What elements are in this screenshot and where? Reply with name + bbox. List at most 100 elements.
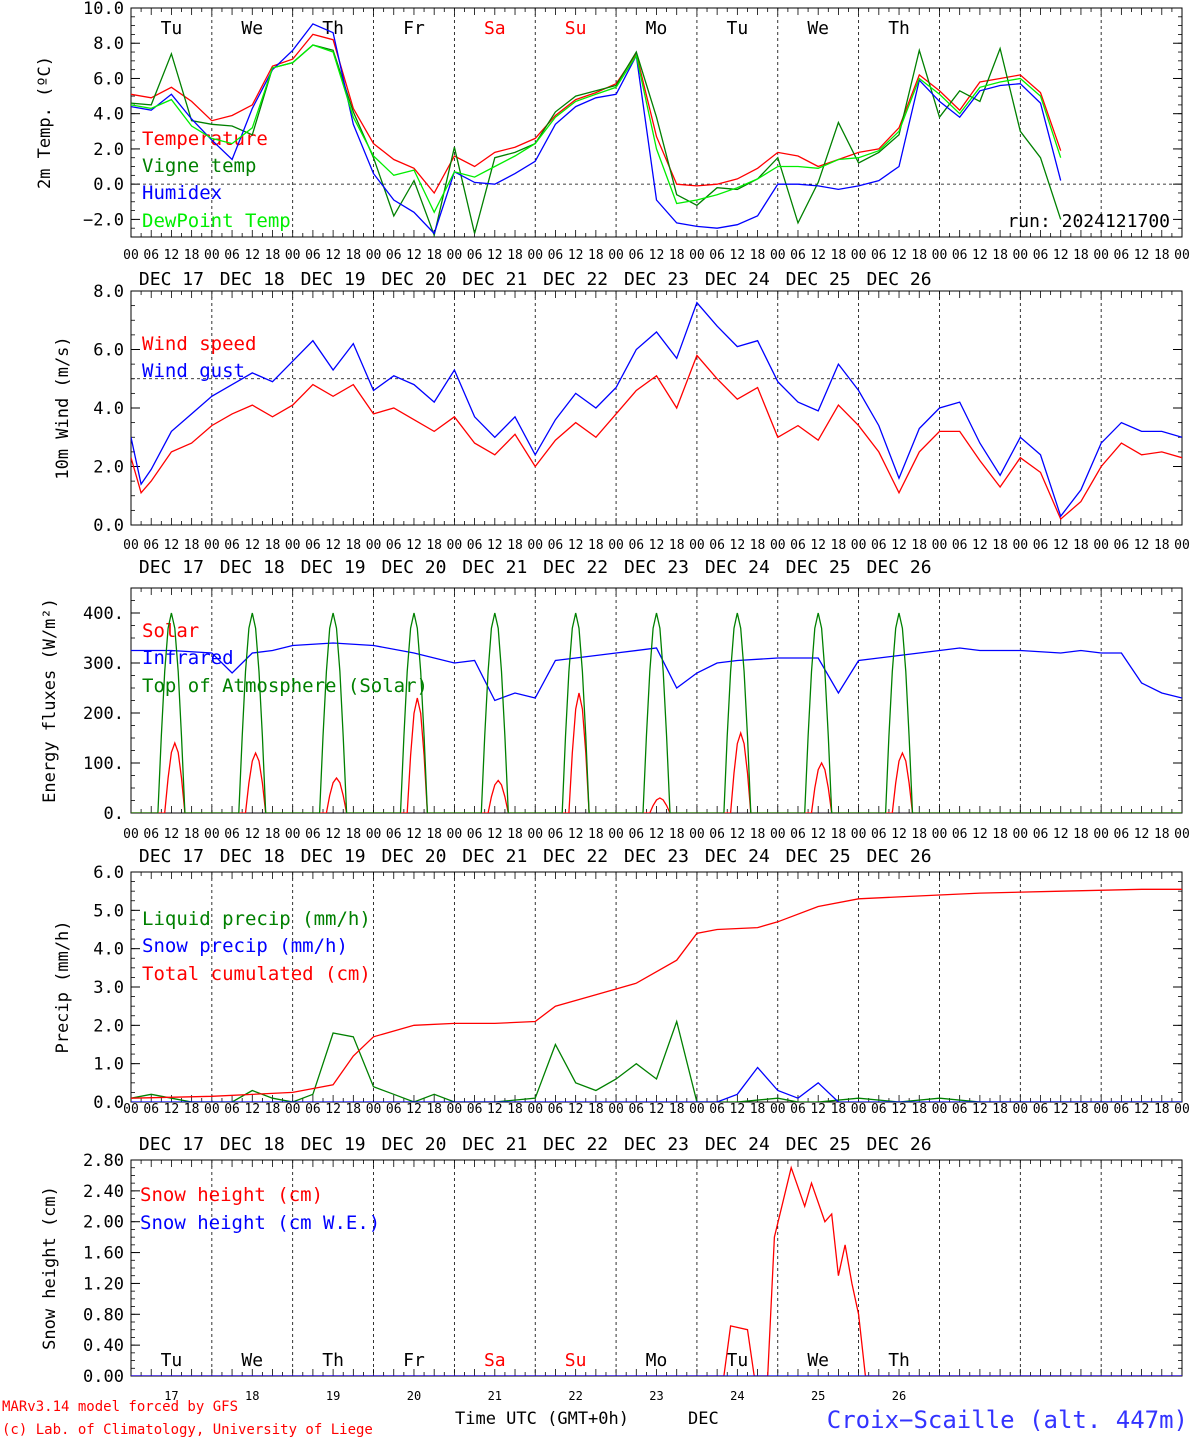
temp-day-name: Tu — [161, 18, 183, 39]
snow-day-number: 23 — [649, 1389, 663, 1403]
snow-day-number: 19 — [326, 1389, 340, 1403]
energy-x-hour-label: 00 — [1093, 827, 1109, 842]
temp-x-date-label: DEC 23 — [624, 269, 689, 290]
energy-x-date-label: DEC 17 — [139, 846, 204, 867]
wind-x-hour-label: 18 — [1073, 538, 1089, 553]
wind-x-hour-label: 00 — [285, 538, 301, 553]
energy-x-hour-label: 00 — [770, 827, 786, 842]
precip-x-hour-label: 00 — [447, 1102, 463, 1117]
temp-x-hour-label: 00 — [608, 248, 624, 263]
energy-x-hour-label: 12 — [649, 827, 665, 842]
wind-x-date-label: DEC 18 — [220, 557, 285, 578]
snow-day-name: We — [807, 1350, 829, 1371]
wind-x-hour-label: 18 — [1154, 538, 1170, 553]
precip-x-hour-label: 12 — [164, 1102, 180, 1117]
wind-legend-entry: Wind gust — [142, 360, 245, 382]
temp-x-hour-label: 12 — [487, 248, 503, 263]
precip-x-hour-label: 06 — [628, 1102, 644, 1117]
precip-x-hour-label: 00 — [1093, 1102, 1109, 1117]
precip-x-hour-label: 06 — [952, 1102, 968, 1117]
precip-x-date-label: DEC 19 — [301, 1134, 366, 1155]
precip-x-hour-label: 12 — [1053, 1102, 1069, 1117]
energy-x-hour-label: 18 — [265, 827, 281, 842]
precip-x-hour-label: 06 — [386, 1102, 402, 1117]
energy-x-hour-label: 00 — [689, 827, 705, 842]
precip-legend-entry: Liquid precip (mm/h) — [142, 908, 371, 930]
precip-x-hour-label: 18 — [184, 1102, 200, 1117]
energy-x-hour-label: 06 — [790, 827, 806, 842]
energy-legend-entry: Infrared — [142, 647, 234, 669]
temp-x-hour-label: 06 — [790, 248, 806, 263]
temp-x-date-label: DEC 21 — [462, 269, 527, 290]
wind-x-hour-label: 00 — [366, 538, 382, 553]
wind-x-hour-label: 18 — [265, 538, 281, 553]
precip-x-hour-label: 12 — [730, 1102, 746, 1117]
precip-x-hour-label: 12 — [1134, 1102, 1150, 1117]
temp-x-date-label: DEC 19 — [301, 269, 366, 290]
energy-x-hour-label: 00 — [527, 827, 543, 842]
temp-x-hour-label: 12 — [730, 248, 746, 263]
wind-x-hour-label: 00 — [932, 538, 948, 553]
wind-x-hour-label: 12 — [810, 538, 826, 553]
temp-legend-entry: Vigne temp — [142, 155, 256, 177]
energy-x-hour-label: 12 — [325, 827, 341, 842]
precip-x-date-label: DEC 24 — [705, 1134, 770, 1155]
precip-x-hour-label: 06 — [709, 1102, 725, 1117]
snow-day-number: 18 — [245, 1389, 259, 1403]
energy-series-line-0 — [131, 692, 1182, 813]
temp-x-hour-label: 06 — [386, 248, 402, 263]
wind-x-date-label: DEC 24 — [705, 557, 770, 578]
temp-plot-frame — [130, 7, 1183, 238]
energy-x-hour-label: 06 — [1114, 827, 1130, 842]
energy-x-hour-label: 00 — [366, 827, 382, 842]
temp-legend-entry: Temperature — [142, 128, 268, 150]
wind-x-hour-label: 00 — [447, 538, 463, 553]
precip-y-tick-label: 6.0 — [93, 863, 124, 883]
temp-y-tick-label: 10.0 — [83, 0, 124, 19]
energy-x-hour-label: 12 — [972, 827, 988, 842]
temp-x-hour-label: 00 — [527, 248, 543, 263]
temp-x-hour-label: 18 — [507, 248, 523, 263]
wind-x-hour-label: 00 — [689, 538, 705, 553]
precip-x-hour-label: 00 — [204, 1102, 220, 1117]
energy-x-date-label: DEC 24 — [705, 846, 770, 867]
snow-day-number: 22 — [568, 1389, 582, 1403]
precip-x-hour-label: 00 — [123, 1102, 139, 1117]
precip-series-line-0 — [131, 1019, 1182, 1102]
precip-x-hour-label: 06 — [1114, 1102, 1130, 1117]
energy-x-hour-label: 18 — [588, 827, 604, 842]
temp-x-hour-label: 12 — [1053, 248, 1069, 263]
wind-series-line-1 — [131, 301, 1182, 518]
wind-x-date-label: DEC 21 — [462, 557, 527, 578]
wind-y-tick-label: 2.0 — [93, 458, 124, 478]
temp-x-hour-label: 18 — [1154, 248, 1170, 263]
temp-x-hour-label: 12 — [891, 248, 907, 263]
precip-x-hour-label: 06 — [1033, 1102, 1049, 1117]
precip-x-hour-label: 18 — [507, 1102, 523, 1117]
temp-y-tick-label: 2.0 — [93, 140, 124, 160]
temp-x-hour-label: 06 — [143, 248, 159, 263]
precip-x-hour-label: 18 — [426, 1102, 442, 1117]
wind-x-hour-label: 00 — [527, 538, 543, 553]
temp-x-hour-label: 18 — [426, 248, 442, 263]
energy-plot-frame — [130, 587, 1183, 814]
energy-x-hour-label: 06 — [386, 827, 402, 842]
temp-y-tick-label: 4.0 — [93, 105, 124, 125]
wind-x-date-label: DEC 23 — [624, 557, 689, 578]
snow-y-tick-label: 2.00 — [83, 1213, 124, 1233]
temp-x-hour-label: 18 — [831, 248, 847, 263]
snow-y-tick-label: 0.00 — [83, 1367, 124, 1387]
precip-x-hour-label: 00 — [527, 1102, 543, 1117]
temp-x-hour-label: 12 — [1134, 248, 1150, 263]
temp-x-hour-label: 12 — [810, 248, 826, 263]
precip-x-hour-label: 06 — [467, 1102, 483, 1117]
precip-x-date-label: DEC 26 — [867, 1134, 932, 1155]
energy-x-hour-label: 18 — [507, 827, 523, 842]
snow-day-name: Sa — [484, 1350, 506, 1371]
lab-credit-text: (c) Lab. of Climatology, University of L… — [2, 1422, 373, 1438]
precip-x-hour-label: 18 — [831, 1102, 847, 1117]
temp-x-hour-label: 12 — [325, 248, 341, 263]
snow-panel: 0.00 0.40 0.80 1.20 1.60 2.00 2.40 2.80 Snow hei… — [40, 1151, 1183, 1403]
precip-x-hour-label: 18 — [265, 1102, 281, 1117]
wind-x-hour-label: 18 — [669, 538, 685, 553]
